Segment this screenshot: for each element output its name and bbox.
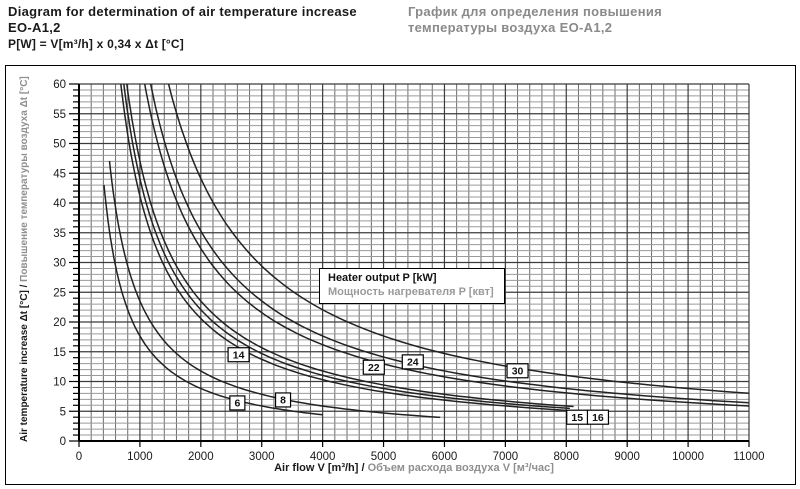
y-tick-label: 55 (53, 109, 66, 121)
y-axis-label-sep: / (19, 281, 30, 291)
curve-16kw (126, 83, 574, 408)
x-tick-label: 7000 (493, 451, 519, 463)
curve-14kw (120, 83, 567, 412)
x-tick-label: 11000 (733, 451, 764, 463)
y-axis-label: Air temperature increase Δt [°C] / Повыш… (19, 76, 30, 442)
x-axis-label-en: Air flow V [m³/h] (274, 462, 359, 474)
chart-frame: 6 8 14 15 16 22 24 30 0 5 10 15 20 25 30 35 40 45 50 55 60 0 1… (5, 65, 796, 485)
x-axis-label-sep: / (358, 462, 368, 474)
y-axis-label-ru: Повышение температуры воздуха Δt [°C] (19, 76, 30, 282)
y-tick-label: 50 (53, 139, 66, 151)
curve-label-text: 22 (368, 362, 380, 374)
curve-label-box (362, 359, 385, 375)
y-tick-label: 60 (53, 79, 66, 91)
y-tick-label: 20 (53, 317, 66, 329)
curve-label-box (506, 363, 529, 379)
x-tick-label: 0 (76, 451, 82, 463)
y-tick-label: 30 (53, 258, 66, 270)
curve-label-22: 22 (362, 359, 385, 375)
x-tick-label: 1000 (127, 451, 153, 463)
curve-30kw (167, 83, 750, 395)
curve-label-box (586, 409, 610, 425)
page-title-english: Diagram for determination of air tempera… (8, 4, 357, 35)
y-tick-label: 15 (53, 347, 66, 359)
y-tick-label: 0 (60, 436, 66, 448)
curve-label-box (229, 395, 246, 411)
y-tick-label: 5 (60, 406, 66, 418)
y-tick-label: 25 (53, 287, 66, 299)
curve-label-box (227, 347, 250, 363)
y-tick-label: 10 (53, 377, 66, 389)
curve-label-text: 16 (592, 412, 604, 424)
x-axis-label: Air flow V [m³/h] / Объем расхода воздух… (79, 462, 749, 474)
curve-label-16: 16 (586, 409, 610, 425)
x-tick-label: 4000 (310, 451, 336, 463)
curve-labels: 6 8 14 15 16 22 24 30 (227, 347, 610, 425)
curve-15kw (123, 83, 570, 410)
curve-label-text: 14 (233, 350, 245, 362)
curve-label-14: 14 (227, 347, 250, 363)
curve-label-box (401, 354, 424, 370)
curve-24kw (149, 83, 750, 404)
x-tick-label: 6000 (432, 451, 458, 463)
formula-text: P[W] = V[m³/h] x 0,34 x Δt [°C] (8, 37, 184, 51)
y-axis-label-en: Air temperature increase Δt [°C] (19, 290, 30, 442)
y-tick-label: 45 (53, 168, 66, 180)
page-title-russian: График для определения повышения темпера… (408, 4, 663, 36)
curve-label-30: 30 (506, 363, 529, 379)
curve-label-text: 8 (280, 395, 286, 407)
curve-6kw (103, 184, 323, 416)
curve-label-text: 24 (407, 357, 419, 369)
legend-title-en: Heater output P [kW] (328, 272, 437, 284)
chart-canvas: 6 8 14 15 16 22 24 30 0 5 10 15 20 25 30 35 40 45 50 55 60 0 1… (53, 79, 764, 463)
curve-label-text: 15 (571, 412, 583, 424)
x-tick-label: 8000 (553, 451, 579, 463)
x-tick-label: 10000 (672, 451, 704, 463)
grid (79, 83, 750, 441)
curve-label-8: 8 (274, 392, 292, 408)
curve-22kw (143, 83, 750, 407)
curve-label-text: 30 (512, 366, 524, 378)
x-axis-label-ru: Объем расхода воздуха V [м³/час] (367, 462, 554, 474)
curve-label-24: 24 (401, 354, 424, 370)
curve-8kw (108, 160, 441, 419)
curve-label-box (274, 392, 292, 408)
x-tick-label: 2000 (188, 451, 214, 463)
axes: 0 5 10 15 20 25 30 35 40 45 50 55 60 0 1000 2000 3000 400… (53, 79, 764, 463)
x-tick-label: 9000 (614, 451, 640, 463)
curve-label-15: 15 (566, 409, 589, 425)
curve-label-text: 6 (234, 398, 240, 410)
curve-label-6: 6 (229, 395, 246, 411)
y-tick-label: 35 (53, 228, 66, 240)
y-tick-label: 40 (53, 198, 66, 210)
legend-box: Heater output P [kW] Мощность нагревател… (319, 268, 505, 304)
x-tick-label: 3000 (249, 451, 275, 463)
curves (103, 83, 750, 419)
x-tick-label: 5000 (371, 451, 397, 463)
legend-title-ru: Мощность нагревателя P [квт] (328, 286, 494, 299)
